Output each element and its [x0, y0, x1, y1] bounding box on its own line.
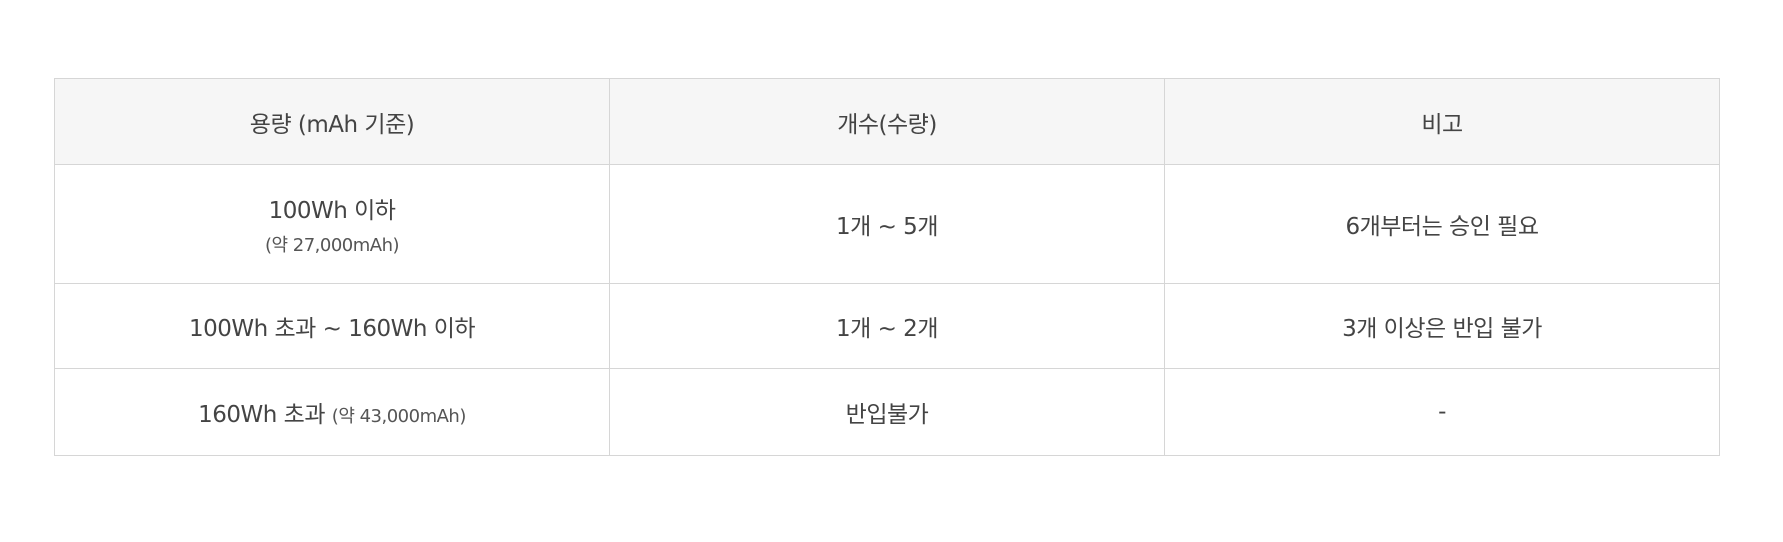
- header-remark: 비고: [1164, 78, 1720, 165]
- table-row: 160Wh 초과 (약 43,000mAh) 반입불가 -: [54, 368, 1720, 456]
- count-cell: 반입불가: [609, 368, 1165, 456]
- capacity-cell: 100Wh 이하 (약 27,000mAh): [54, 164, 610, 284]
- remark-cell: -: [1164, 368, 1720, 456]
- header-count: 개수(수량): [609, 78, 1165, 165]
- header-capacity: 용량 (mAh 기준): [54, 78, 610, 165]
- capacity-note: (약 43,000mAh): [331, 406, 467, 427]
- count-cell: 1개 ~ 2개: [609, 283, 1165, 369]
- battery-capacity-table: 용량 (mAh 기준) 개수(수량) 비고 100Wh 이하 (약 27,000…: [54, 78, 1720, 456]
- capacity-value: 100Wh 이하: [268, 198, 396, 224]
- table-row: 100Wh 초과 ~ 160Wh 이하 1개 ~ 2개 3개 이상은 반입 불가: [54, 283, 1720, 369]
- capacity-note: (약 27,000mAh): [264, 235, 400, 256]
- capacity-cell: 160Wh 초과 (약 43,000mAh): [54, 368, 610, 456]
- table-row: 100Wh 이하 (약 27,000mAh) 1개 ~ 5개 6개부터는 승인 …: [54, 164, 1720, 284]
- remark-cell: 6개부터는 승인 필요: [1164, 164, 1720, 284]
- capacity-value: 160Wh 초과: [198, 402, 325, 428]
- capacity-cell: 100Wh 초과 ~ 160Wh 이하: [54, 283, 610, 369]
- count-cell: 1개 ~ 5개: [609, 164, 1165, 284]
- capacity-value: 100Wh 초과 ~ 160Wh 이하: [188, 316, 476, 342]
- remark-cell: 3개 이상은 반입 불가: [1164, 283, 1720, 369]
- table-header-row: 용량 (mAh 기준) 개수(수량) 비고: [54, 78, 1720, 165]
